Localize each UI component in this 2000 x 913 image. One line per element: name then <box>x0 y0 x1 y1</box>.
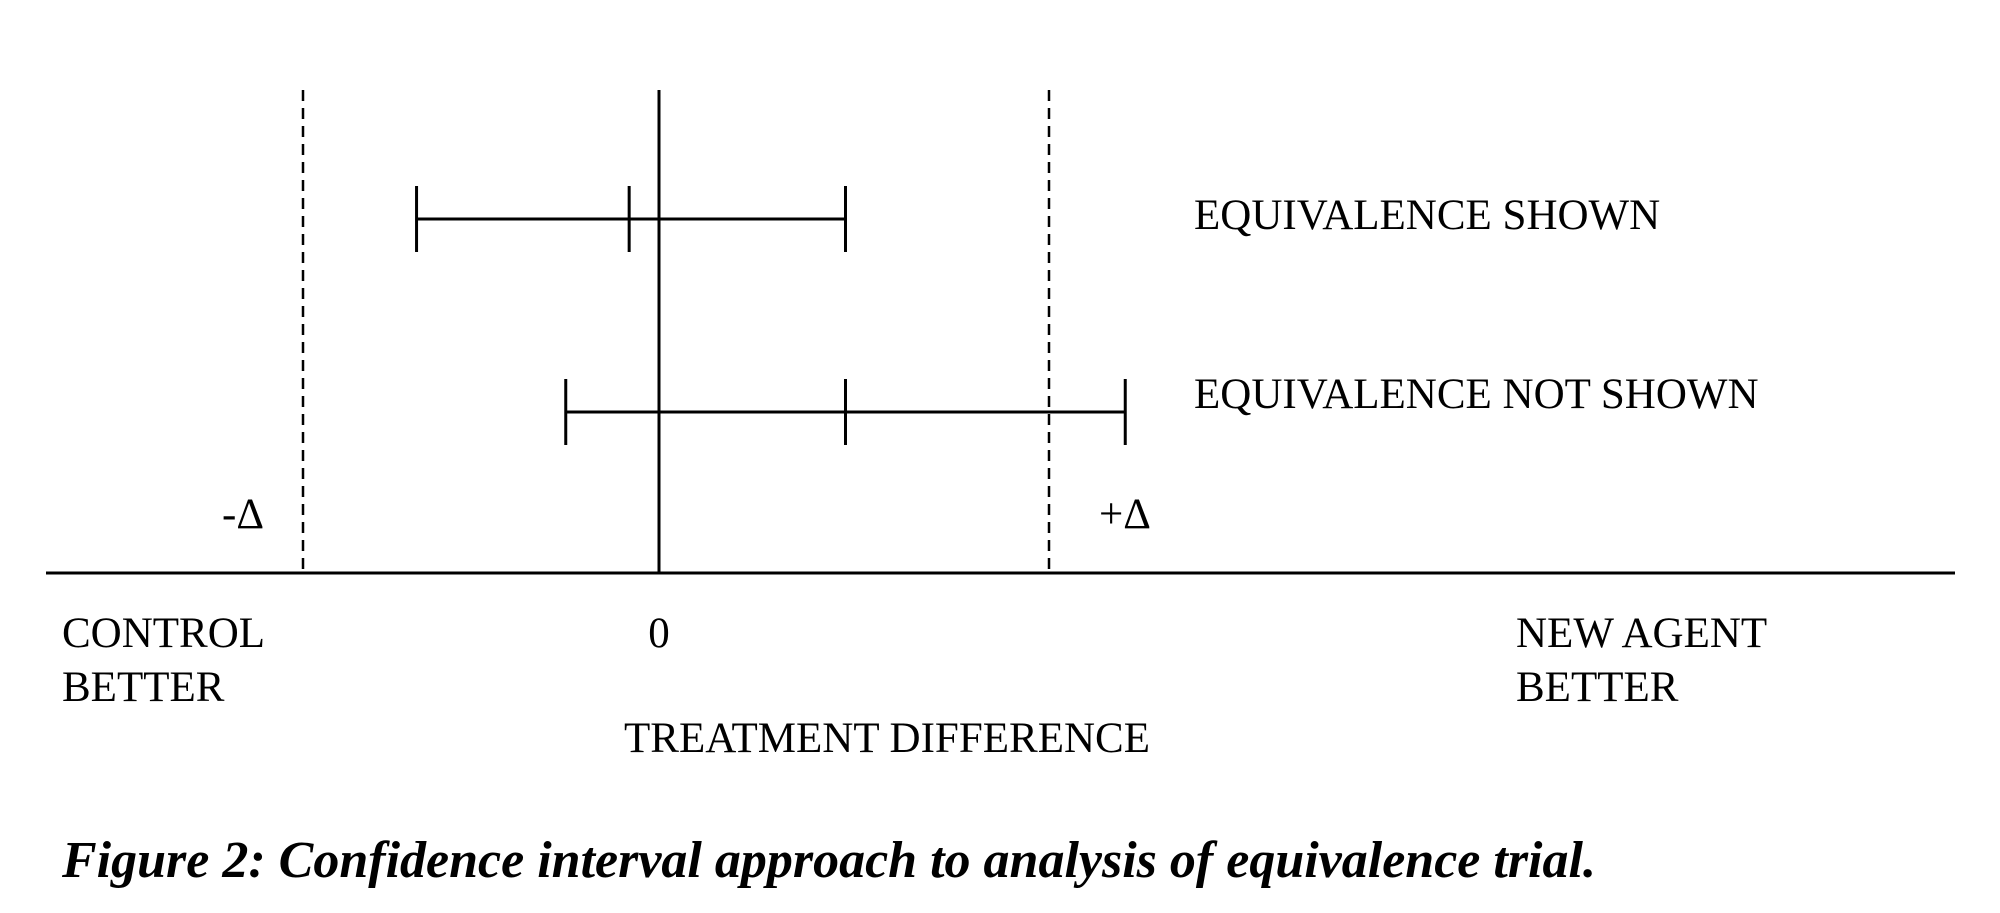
interval-label-equivalence-not-shown: EQUIVALENCE NOT SHOWN <box>1194 371 1759 418</box>
new-agent-better-label-line1: NEW AGENT <box>1516 610 1767 657</box>
upper-margin-label: +Δ <box>1099 491 1151 538</box>
axis-title: TREATMENT DIFFERENCE <box>624 715 1150 762</box>
control-better-label-line1: CONTROL <box>62 610 265 657</box>
lower-margin-label: -Δ <box>222 491 264 538</box>
ci-equivalence-shown <box>415 186 847 252</box>
interval-label-equivalence-shown: EQUIVALENCE SHOWN <box>1194 192 1660 239</box>
ci-equivalence-not-shown <box>564 379 1127 445</box>
zero-tick-label: 0 <box>648 610 670 657</box>
control-better-label-line2: BETTER <box>62 664 225 711</box>
figure-caption: Figure 2: Confidence interval approach t… <box>61 832 1596 889</box>
new-agent-better-label-line2: BETTER <box>1516 664 1679 711</box>
